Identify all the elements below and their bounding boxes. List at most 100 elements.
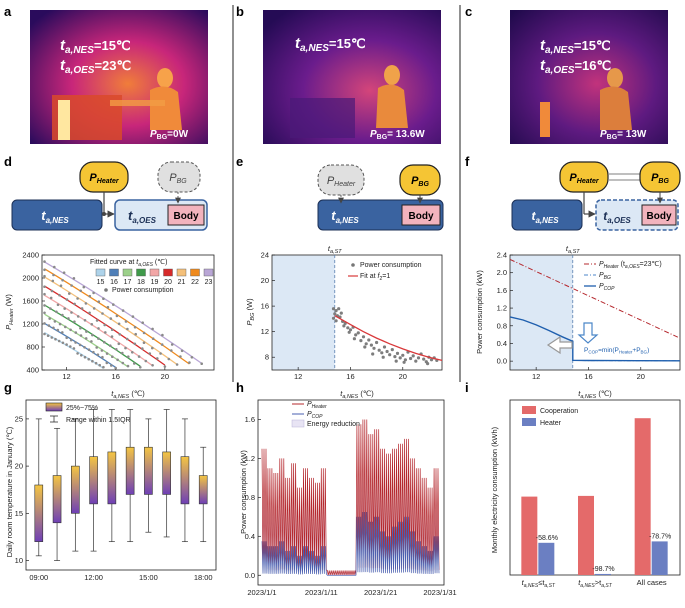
chart-d-point xyxy=(76,297,79,300)
chart-g-ytick-label: 20 xyxy=(15,462,23,471)
chart-d-point xyxy=(43,312,46,315)
chart-d-point xyxy=(55,311,58,314)
chart-d-legend-swatch xyxy=(164,269,173,276)
chart-d-point xyxy=(118,333,121,336)
chart-g-box xyxy=(181,457,189,504)
chart-d-point xyxy=(43,304,46,307)
chart-e-tst-label: ta,ST xyxy=(328,244,342,255)
panel-label-d: d xyxy=(4,154,12,169)
chart-d-point xyxy=(61,314,64,317)
chart-d-point xyxy=(151,364,154,367)
chart-d-point xyxy=(143,332,146,335)
chart-e-fit-line xyxy=(335,316,442,361)
chart-d-legend-swatch xyxy=(177,269,186,276)
chart-i-bar xyxy=(595,574,611,575)
chart-d-point xyxy=(107,306,110,309)
chart-i-legend-heater-swatch xyxy=(522,418,536,426)
chart-d-point xyxy=(164,365,167,368)
chart-e-point xyxy=(335,309,338,312)
panel-label-h: h xyxy=(236,380,244,395)
chart-d-point xyxy=(69,345,72,348)
heater-node-off xyxy=(318,165,364,195)
chart-d-xtick-label: 12 xyxy=(62,372,70,381)
nes-room xyxy=(12,200,102,230)
chart-d-legend-swatch xyxy=(123,269,132,276)
chart-e-point xyxy=(396,352,399,355)
chart-d-point xyxy=(43,275,46,278)
chart-f-ytick-label: 0.4 xyxy=(497,339,507,348)
chart-g-box xyxy=(108,452,116,504)
chart-d-point xyxy=(90,340,93,343)
chart-h-xtick-label: 2023/1/31 xyxy=(423,588,456,597)
chart-d-point xyxy=(80,334,83,337)
chart-e-point xyxy=(340,312,343,315)
chart-d-point xyxy=(115,348,118,351)
chart-g-ylabel: Daily room temperature in January (℃) xyxy=(5,426,14,557)
chart-e-point xyxy=(383,345,386,348)
chart-d-xtick-label: 16 xyxy=(112,372,120,381)
chart-d-point xyxy=(176,363,179,366)
chart-d-point xyxy=(54,320,57,323)
chart-d-point xyxy=(127,355,130,358)
chart-e-point xyxy=(372,347,375,350)
down-arrow-icon xyxy=(579,323,597,343)
chart-d-point xyxy=(125,320,128,323)
chart-d-point xyxy=(91,334,94,337)
chart-i-xtick-label: All cases xyxy=(637,578,667,587)
chart-h-ytick-label: 0.0 xyxy=(245,571,255,580)
thermal-image-c: ta,NES=15℃ ta,OES=16℃ PBG= 13W xyxy=(510,10,668,144)
chart-d-point xyxy=(133,362,136,365)
chart-d-point xyxy=(85,337,88,340)
chart-d-point xyxy=(118,343,121,346)
chart-d-point xyxy=(134,326,137,329)
body-label: Body xyxy=(174,211,199,222)
chart-d-point xyxy=(124,347,127,350)
chart-e-legend-fit: Fit at f2=1 xyxy=(360,273,390,282)
chart-d-point xyxy=(111,355,114,358)
chart-d-point xyxy=(110,317,113,320)
chart-d-point xyxy=(57,329,60,332)
diagram-f: PHeater PBG ta,NES ta,OES Body xyxy=(512,162,680,230)
chart-d-point xyxy=(161,334,164,337)
bg-node-on xyxy=(400,165,440,195)
chart-d-point xyxy=(151,328,154,331)
chart-d-point xyxy=(67,317,70,320)
chart-d-point xyxy=(101,349,104,352)
chart-e-ytick-label: 20 xyxy=(261,276,269,285)
chart-d-point xyxy=(152,337,155,340)
chart-e-point xyxy=(395,360,398,363)
chart-d-point xyxy=(53,266,56,269)
chart-e-point xyxy=(386,350,389,353)
chart-d-point xyxy=(63,271,66,274)
chart-d-point xyxy=(111,328,114,331)
chart-d-point xyxy=(121,352,124,355)
chart-d-point xyxy=(48,317,51,320)
chart-d-xlabel: ta,NES (℃) xyxy=(111,389,145,400)
chart-d-point xyxy=(81,307,84,310)
chart-d-point xyxy=(64,326,67,329)
chart-d-point xyxy=(68,292,71,295)
chart-d-fit-line xyxy=(45,262,202,364)
chart-d-point xyxy=(43,333,46,336)
chart-d-point xyxy=(188,361,191,364)
chart-e-ytick-label: 16 xyxy=(261,302,269,311)
chart-d-point xyxy=(132,315,135,318)
chart-d-point xyxy=(77,315,80,318)
chart-d-point xyxy=(114,367,117,370)
chart-f-xtick-label: 12 xyxy=(532,372,540,381)
chart-g-ytick-label: 10 xyxy=(15,556,23,565)
chart-g-box xyxy=(71,466,79,513)
chart-d-point xyxy=(70,311,73,314)
chart-f-ytick-label: 1.2 xyxy=(497,304,507,313)
chart-i-bar-label: -98.7% xyxy=(592,566,614,573)
chart-d-point xyxy=(52,327,55,330)
chart-e-shade xyxy=(273,256,335,370)
chart-e-point xyxy=(346,326,349,329)
chart-e-point xyxy=(380,351,383,354)
chart-g-legend-range: Range within 1.5IQR xyxy=(66,417,131,424)
chart-i-legend-coop: Cooperation xyxy=(540,408,578,415)
chart-d-point xyxy=(76,352,79,355)
